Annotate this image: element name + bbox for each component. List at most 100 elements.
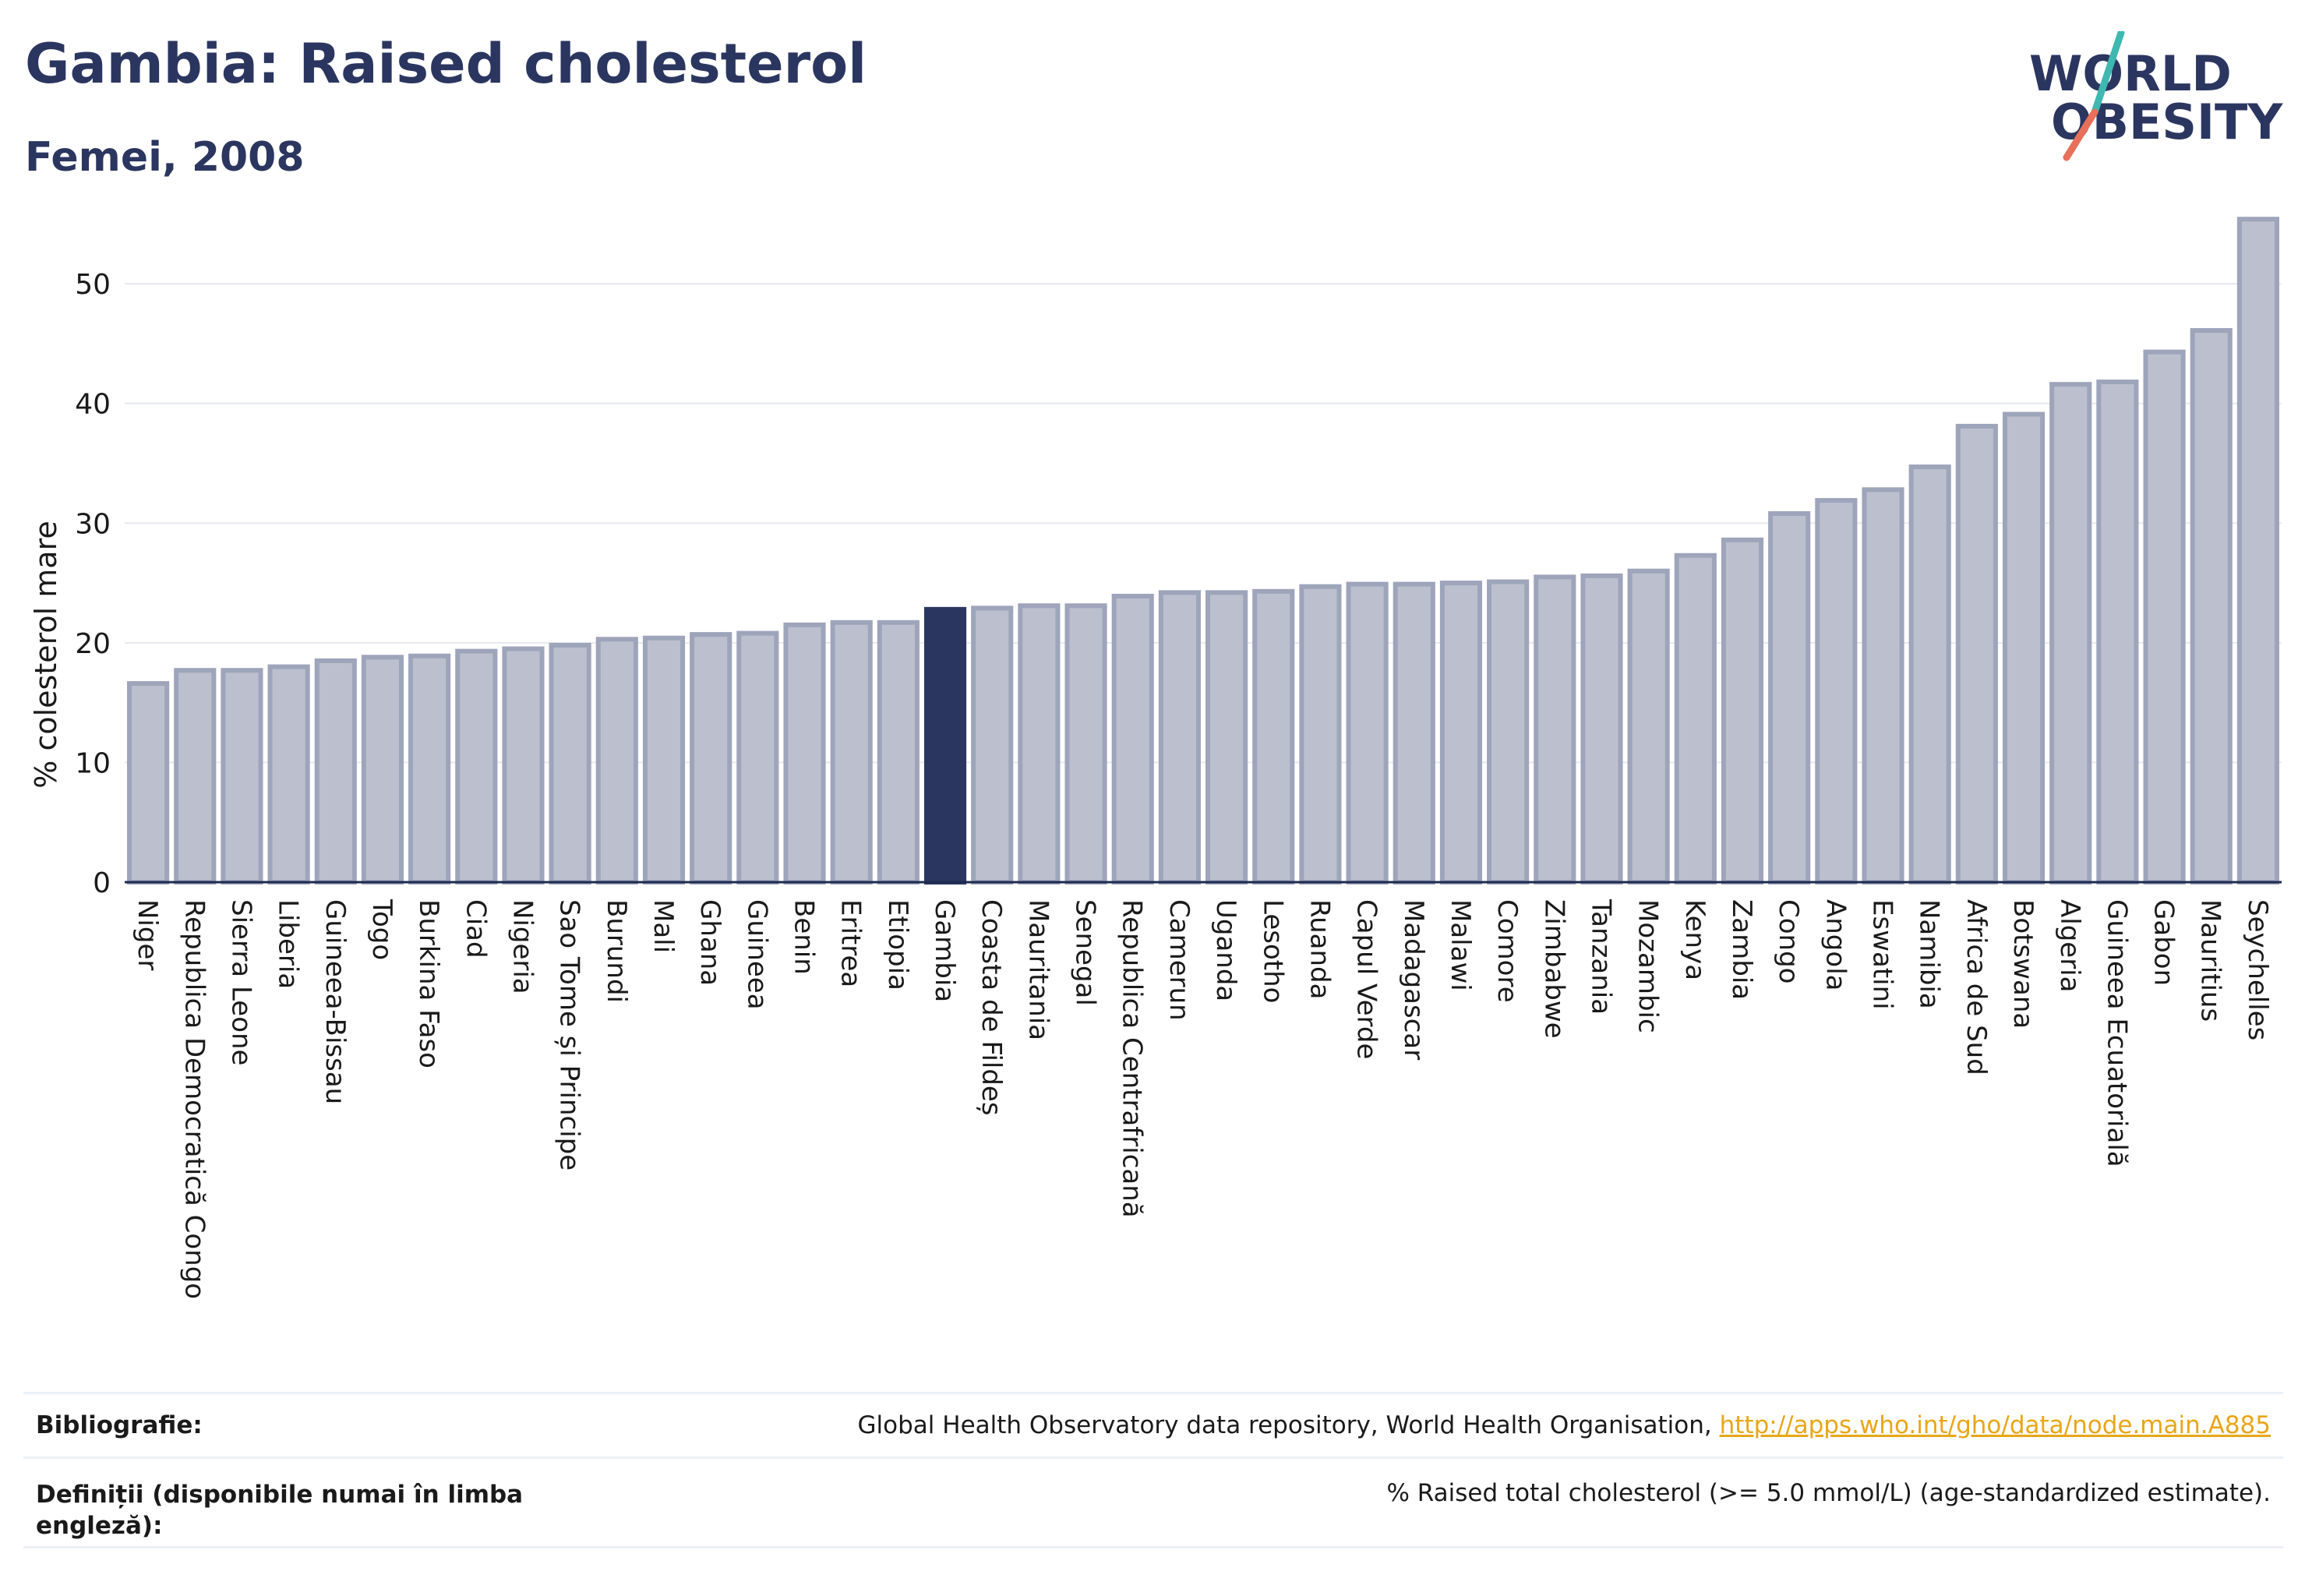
x-tick-label: Ruanda bbox=[1304, 899, 1335, 999]
x-tick-label: Eritrea bbox=[835, 899, 867, 987]
bar-madagascar[interactable] bbox=[1393, 581, 1435, 885]
x-tick-label: Gambia bbox=[929, 899, 960, 1002]
bar-ghana[interactable] bbox=[690, 632, 732, 885]
x-tick-label: Gabon bbox=[2148, 899, 2180, 986]
bar-zimbabwe[interactable] bbox=[1534, 574, 1576, 885]
x-tick-label: Nigeria bbox=[507, 899, 538, 994]
bar-guineea-ecuatorial-[interactable] bbox=[2096, 380, 2139, 885]
bibliography-label: Bibliografie: bbox=[36, 1411, 203, 1439]
x-tick-label: Tanzania bbox=[1585, 899, 1616, 1015]
x-tick-label: Angola bbox=[1820, 899, 1851, 990]
y-tick-label: 40 bbox=[75, 389, 111, 421]
bibliography-link[interactable]: http://apps.who.int/gho/data/node.main.A… bbox=[1719, 1411, 2271, 1439]
bar-camerun[interactable] bbox=[1158, 590, 1201, 885]
y-tick-label: 0 bbox=[93, 867, 111, 899]
bar-gabon[interactable] bbox=[2143, 349, 2186, 885]
bar-uganda[interactable] bbox=[1205, 590, 1248, 885]
x-tick-label: Kenya bbox=[1679, 899, 1710, 980]
bar-chart: 0 10 20 30 40 50 Niger Republica Democratică C… bbox=[29, 217, 2282, 1299]
bar-republica-democratic-congo[interactable] bbox=[174, 668, 217, 885]
logo-slash-coral bbox=[2063, 108, 2099, 161]
bar-botswana[interactable] bbox=[2002, 411, 2046, 885]
bar-guineea-bissau[interactable] bbox=[314, 658, 357, 885]
bar-burundi[interactable] bbox=[595, 637, 638, 885]
bar-eritrea[interactable] bbox=[830, 620, 873, 885]
x-tick-label: Togo bbox=[366, 899, 397, 960]
bar-capul-verde[interactable] bbox=[1346, 581, 1389, 885]
x-tick-label: Guineea-Bissau bbox=[319, 899, 351, 1104]
footer-definition-row: Definiții (disponibile numai în limba en… bbox=[23, 1457, 2283, 1548]
bar-algeria[interactable] bbox=[2049, 382, 2092, 885]
bibliography-value: Global Health Observatory data repositor… bbox=[858, 1411, 2283, 1439]
bar-niger[interactable] bbox=[127, 681, 170, 885]
bar-gambia[interactable] bbox=[923, 606, 967, 885]
bar-namibia[interactable] bbox=[1908, 464, 1951, 885]
x-axis-labels: Niger Republica Democratică Congo Sierra L… bbox=[132, 899, 2273, 1299]
bar-burkina-faso[interactable] bbox=[408, 653, 451, 885]
x-tick-label: Camerun bbox=[1163, 899, 1195, 1021]
x-tick-label: Algeria bbox=[2054, 899, 2085, 992]
bars bbox=[127, 217, 2279, 885]
bar-guineea[interactable] bbox=[736, 630, 779, 885]
bar-togo[interactable] bbox=[361, 655, 404, 885]
x-tick-label: Namibia bbox=[1914, 899, 1945, 1009]
bar-liberia[interactable] bbox=[267, 664, 310, 885]
x-tick-label: Burkina Faso bbox=[413, 899, 444, 1068]
x-tick-label: Capul Verde bbox=[1351, 899, 1382, 1059]
bar-ruanda[interactable] bbox=[1299, 584, 1342, 885]
x-tick-label: Congo bbox=[1773, 899, 1804, 983]
bar-africa-de-sud[interactable] bbox=[1955, 423, 1998, 885]
bar-eswatini[interactable] bbox=[1862, 487, 1904, 885]
x-tick-label: Guineea bbox=[741, 899, 772, 1010]
definition-label: Definiții (disponibile numai în limba en… bbox=[36, 1481, 524, 1541]
y-tick-label: 50 bbox=[75, 269, 111, 301]
footer-bibliography-row: Bibliografie: Global Health Observatory … bbox=[23, 1392, 2283, 1457]
bar-tanzania[interactable] bbox=[1580, 573, 1623, 885]
bar-sao-tome-i-principe[interactable] bbox=[549, 642, 591, 885]
footer: Bibliografie: Global Health Observatory … bbox=[23, 1392, 2283, 1548]
bar-lesotho[interactable] bbox=[1252, 588, 1295, 885]
bar-coasta-de-filde-[interactable] bbox=[971, 606, 1014, 885]
bar-comore[interactable] bbox=[1487, 579, 1530, 885]
y-axis-ticks: 0 10 20 30 40 50 bbox=[75, 269, 111, 899]
logo-slash-teal bbox=[2091, 31, 2125, 116]
y-axis-label: % colesterol mare bbox=[29, 521, 63, 788]
x-tick-label: Sao Tome și Principe bbox=[554, 899, 585, 1171]
x-tick-label: Uganda bbox=[1210, 899, 1241, 1001]
bar-senegal[interactable] bbox=[1064, 603, 1107, 885]
bar-congo[interactable] bbox=[1768, 511, 1811, 885]
x-tick-label: Zimbabwe bbox=[1538, 899, 1569, 1039]
y-tick-label: 10 bbox=[75, 747, 111, 779]
x-tick-label: Zambia bbox=[1726, 899, 1757, 1000]
bar-republica-centrafrican-[interactable] bbox=[1111, 593, 1154, 885]
x-tick-label: Coasta de Fildeș bbox=[976, 899, 1007, 1116]
bar-mauritius[interactable] bbox=[2190, 328, 2233, 885]
bar-sierra-leone[interactable] bbox=[221, 668, 263, 885]
bar-mozambic[interactable] bbox=[1627, 568, 1670, 885]
bar-etiopia[interactable] bbox=[877, 620, 920, 885]
bar-angola[interactable] bbox=[1815, 498, 1858, 885]
bar-ciad[interactable] bbox=[455, 648, 498, 885]
x-tick-label: Burundi bbox=[601, 899, 632, 1003]
x-tick-label: Comore bbox=[1491, 899, 1523, 1003]
x-tick-label: Republica Democratică Congo bbox=[178, 899, 210, 1299]
y-tick-label: 20 bbox=[75, 628, 111, 660]
bar-seychelles[interactable] bbox=[2236, 217, 2279, 885]
x-tick-label: Lesotho bbox=[1257, 899, 1288, 1003]
chart-subtitle: Femei, 2008 bbox=[25, 134, 305, 181]
x-tick-label: Mauritius bbox=[2195, 899, 2226, 1022]
bar-benin[interactable] bbox=[783, 622, 826, 885]
x-tick-label: Republica Centrafricană bbox=[1117, 899, 1148, 1218]
world-obesity-logo[interactable]: WORLD OBESITY bbox=[2026, 31, 2291, 171]
x-tick-label: Botswana bbox=[2007, 899, 2038, 1029]
bar-mauritania[interactable] bbox=[1018, 603, 1061, 885]
x-tick-label: Niger bbox=[132, 899, 163, 970]
bar-nigeria[interactable] bbox=[502, 646, 545, 885]
bar-malawi[interactable] bbox=[1439, 581, 1483, 885]
x-tick-label: Ghana bbox=[694, 899, 725, 986]
bar-kenya[interactable] bbox=[1674, 553, 1717, 885]
x-tick-label: Benin bbox=[789, 899, 820, 975]
bar-mali[interactable] bbox=[642, 635, 686, 885]
y-tick-label: 30 bbox=[75, 508, 111, 540]
bar-zambia[interactable] bbox=[1721, 537, 1764, 885]
